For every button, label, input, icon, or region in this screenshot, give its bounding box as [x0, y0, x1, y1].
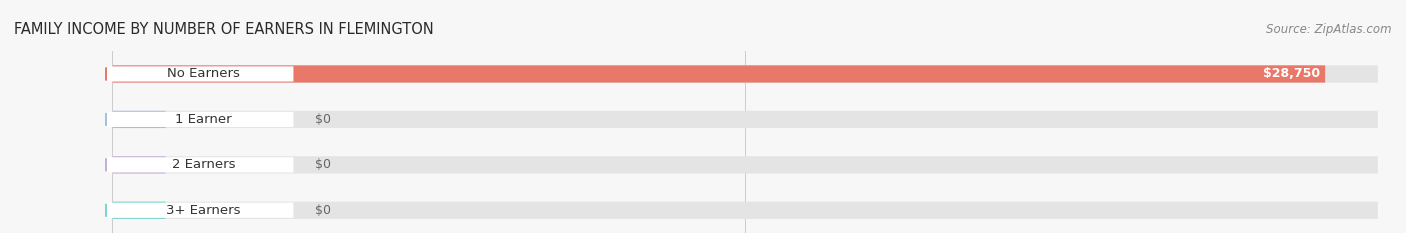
FancyBboxPatch shape [112, 65, 1324, 83]
FancyBboxPatch shape [107, 203, 294, 218]
FancyBboxPatch shape [112, 202, 166, 219]
Text: 1 Earner: 1 Earner [176, 113, 232, 126]
Text: No Earners: No Earners [167, 68, 240, 80]
FancyBboxPatch shape [112, 111, 1378, 128]
FancyBboxPatch shape [107, 66, 294, 82]
FancyBboxPatch shape [107, 112, 294, 127]
Text: $0: $0 [315, 113, 330, 126]
Text: Source: ZipAtlas.com: Source: ZipAtlas.com [1267, 23, 1392, 36]
FancyBboxPatch shape [112, 111, 166, 128]
Text: 2 Earners: 2 Earners [172, 158, 235, 171]
FancyBboxPatch shape [112, 156, 166, 174]
Text: 3+ Earners: 3+ Earners [166, 204, 240, 217]
FancyBboxPatch shape [112, 202, 1378, 219]
FancyBboxPatch shape [112, 156, 1378, 174]
Text: $0: $0 [315, 204, 330, 217]
Text: FAMILY INCOME BY NUMBER OF EARNERS IN FLEMINGTON: FAMILY INCOME BY NUMBER OF EARNERS IN FL… [14, 22, 434, 37]
Text: $28,750: $28,750 [1263, 68, 1320, 80]
FancyBboxPatch shape [112, 65, 1378, 83]
FancyBboxPatch shape [107, 157, 294, 172]
Text: $0: $0 [315, 158, 330, 171]
